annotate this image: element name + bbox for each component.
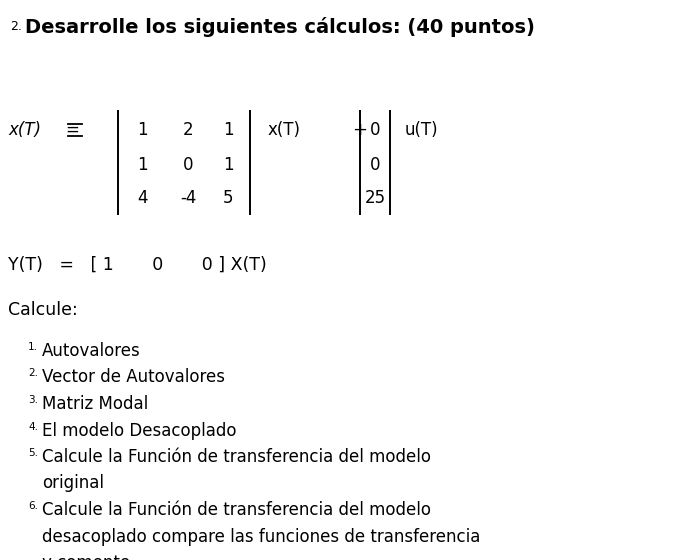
Text: 1.: 1.: [28, 342, 38, 352]
Text: 25: 25: [365, 189, 386, 207]
Text: 4.: 4.: [28, 422, 38, 432]
Text: x(T): x(T): [8, 121, 41, 139]
Text: 5.: 5.: [28, 448, 38, 458]
Text: Calcule:: Calcule:: [8, 301, 78, 319]
Text: 2.: 2.: [28, 368, 38, 379]
Text: Desarrolle los siguientes cálculos: (40 puntos): Desarrolle los siguientes cálculos: (40 …: [25, 17, 535, 37]
Text: Y(T)   =   [ 1       0       0 ] X(T): Y(T) = [ 1 0 0 ] X(T): [8, 256, 267, 274]
Text: Matriz Modal: Matriz Modal: [42, 395, 148, 413]
Text: 0: 0: [183, 156, 193, 174]
Text: 2.: 2.: [10, 21, 22, 34]
Text: 1: 1: [223, 156, 233, 174]
Text: 4: 4: [136, 189, 147, 207]
Text: Vector de Autovalores: Vector de Autovalores: [42, 368, 225, 386]
Text: =: =: [65, 121, 79, 139]
Text: 5: 5: [223, 189, 233, 207]
Text: 1: 1: [136, 121, 147, 139]
Text: y comente: y comente: [42, 554, 130, 560]
Text: u(T): u(T): [405, 121, 439, 139]
Text: Autovalores: Autovalores: [42, 342, 141, 360]
Text: 1: 1: [136, 156, 147, 174]
Text: 0: 0: [370, 121, 380, 139]
Text: 2: 2: [183, 121, 193, 139]
Text: desacoplado compare las funciones de transferencia: desacoplado compare las funciones de tra…: [42, 528, 480, 545]
Text: +: +: [353, 121, 368, 139]
Text: 1: 1: [223, 121, 233, 139]
Text: -4: -4: [180, 189, 196, 207]
Text: 0: 0: [370, 156, 380, 174]
Text: 3.: 3.: [28, 395, 38, 405]
Text: original: original: [42, 474, 104, 492]
Text: Calcule la Función de transferencia del modelo: Calcule la Función de transferencia del …: [42, 448, 431, 466]
Text: 6.: 6.: [28, 501, 38, 511]
Text: Calcule la Función de transferencia del modelo: Calcule la Función de transferencia del …: [42, 501, 431, 519]
Text: x(T): x(T): [268, 121, 301, 139]
Text: El modelo Desacoplado: El modelo Desacoplado: [42, 422, 237, 440]
